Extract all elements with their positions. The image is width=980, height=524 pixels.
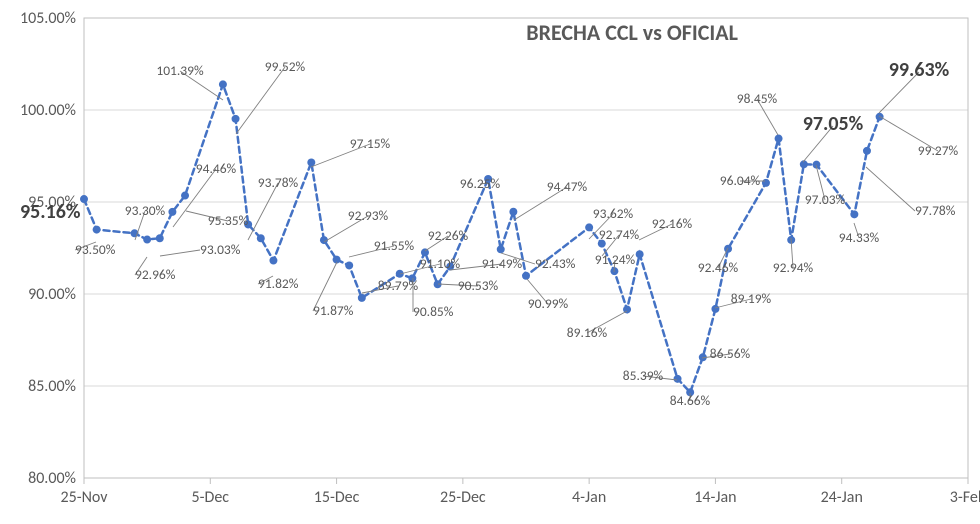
data-label: 92.46% [698,259,739,276]
chart-container: { "chart": { "type": "line", "title": "B… [0,0,980,524]
x-axis-tick-label: 5-Dec [191,488,229,507]
data-label: 98.45% [737,90,778,107]
data-label: 91.24% [595,251,636,268]
data-marker [358,294,366,302]
data-label: 89.16% [567,324,608,341]
data-marker [181,192,189,200]
data-marker [219,80,227,88]
data-label: 93.62% [593,205,634,222]
y-axis-tick-label: 85.00% [28,377,76,396]
data-label: 91.87% [313,302,354,319]
data-label: 92.26% [428,227,469,244]
data-label: 94.33% [839,229,880,246]
data-label: 93.03% [200,241,241,258]
x-axis-tick-label: 24-Jan [821,488,863,507]
data-label: 92.93% [348,207,389,224]
data-marker [143,236,151,244]
data-marker [636,250,644,258]
y-axis-tick-label: 105.00% [20,9,76,28]
data-marker [585,223,593,231]
data-label: 94.46% [196,160,237,177]
data-marker [232,115,240,123]
data-marker [850,210,858,218]
data-label: 96.25% [460,175,501,192]
data-marker [497,245,505,253]
leader-line [160,250,200,256]
x-axis-tick-label: 4-Jan [572,488,606,507]
leader-line [236,67,285,134]
x-axis-tick-label: 25-Dec [440,488,486,507]
data-label: 99.63% [889,58,950,82]
y-axis-tick-label: 80.00% [28,469,76,488]
chart-title: BRECHA CCL vs OFICIAL [526,19,738,46]
data-label: 93.78% [258,174,299,191]
data-marker [711,305,719,313]
data-marker [762,179,770,187]
data-label: 97.15% [350,135,391,152]
leader-line [866,167,915,211]
data-label: 90.85% [413,303,454,320]
data-label: 97.05% [803,112,864,136]
data-label: 85.39% [623,367,664,384]
data-marker [80,195,88,203]
data-marker [269,257,277,265]
data-marker [674,375,682,383]
data-label: 84.66% [670,392,711,409]
data-label: 97.03% [805,191,846,208]
data-label: 95.16% [20,200,81,224]
data-label: 99.27% [918,142,959,159]
data-label: 93.30% [125,202,166,219]
data-marker [93,226,101,234]
data-label: 90.99% [528,295,569,312]
y-axis-tick-label: 90.00% [28,285,76,304]
data-marker [775,135,783,143]
data-label: 89.79% [378,277,419,294]
x-axis-tick-label: 3-Feb [950,488,980,507]
y-axis-tick-label: 100.00% [20,101,76,120]
data-label: 95.35% [208,212,249,229]
data-label: 101.39% [156,62,204,79]
x-axis-tick-label: 25-Nov [60,488,108,507]
data-label: 97.78% [915,202,956,219]
line-chart: 80.00%85.00%90.00%95.00%100.00%105.00%25… [0,0,980,524]
data-marker [345,261,353,269]
data-label: 92.96% [135,266,176,283]
data-marker [168,208,176,216]
data-label: 94.47% [547,178,588,195]
data-marker [509,208,517,216]
x-axis-tick-label: 14-Jan [694,488,736,507]
data-series-line [84,84,880,392]
data-marker [863,147,871,155]
data-marker [307,158,315,166]
data-label: 91.55% [374,237,415,254]
data-marker [522,272,530,280]
data-label: 96.04% [720,172,761,189]
data-label: 92.43% [535,255,576,272]
data-marker [156,234,164,242]
x-axis-tick-label: 15-Dec [314,488,360,507]
data-label: 92.94% [773,259,814,276]
data-marker [257,234,265,242]
data-label: 99.52% [265,58,306,75]
data-label: 92.74% [599,226,640,243]
data-label: 90.53% [458,277,499,294]
leader-line [248,183,278,240]
data-label: 92.16% [652,215,693,232]
data-label: 91.82% [258,275,299,292]
data-label: 86.56% [710,345,751,362]
data-label: 93.50% [75,241,116,258]
data-label: 89.19% [731,290,772,307]
